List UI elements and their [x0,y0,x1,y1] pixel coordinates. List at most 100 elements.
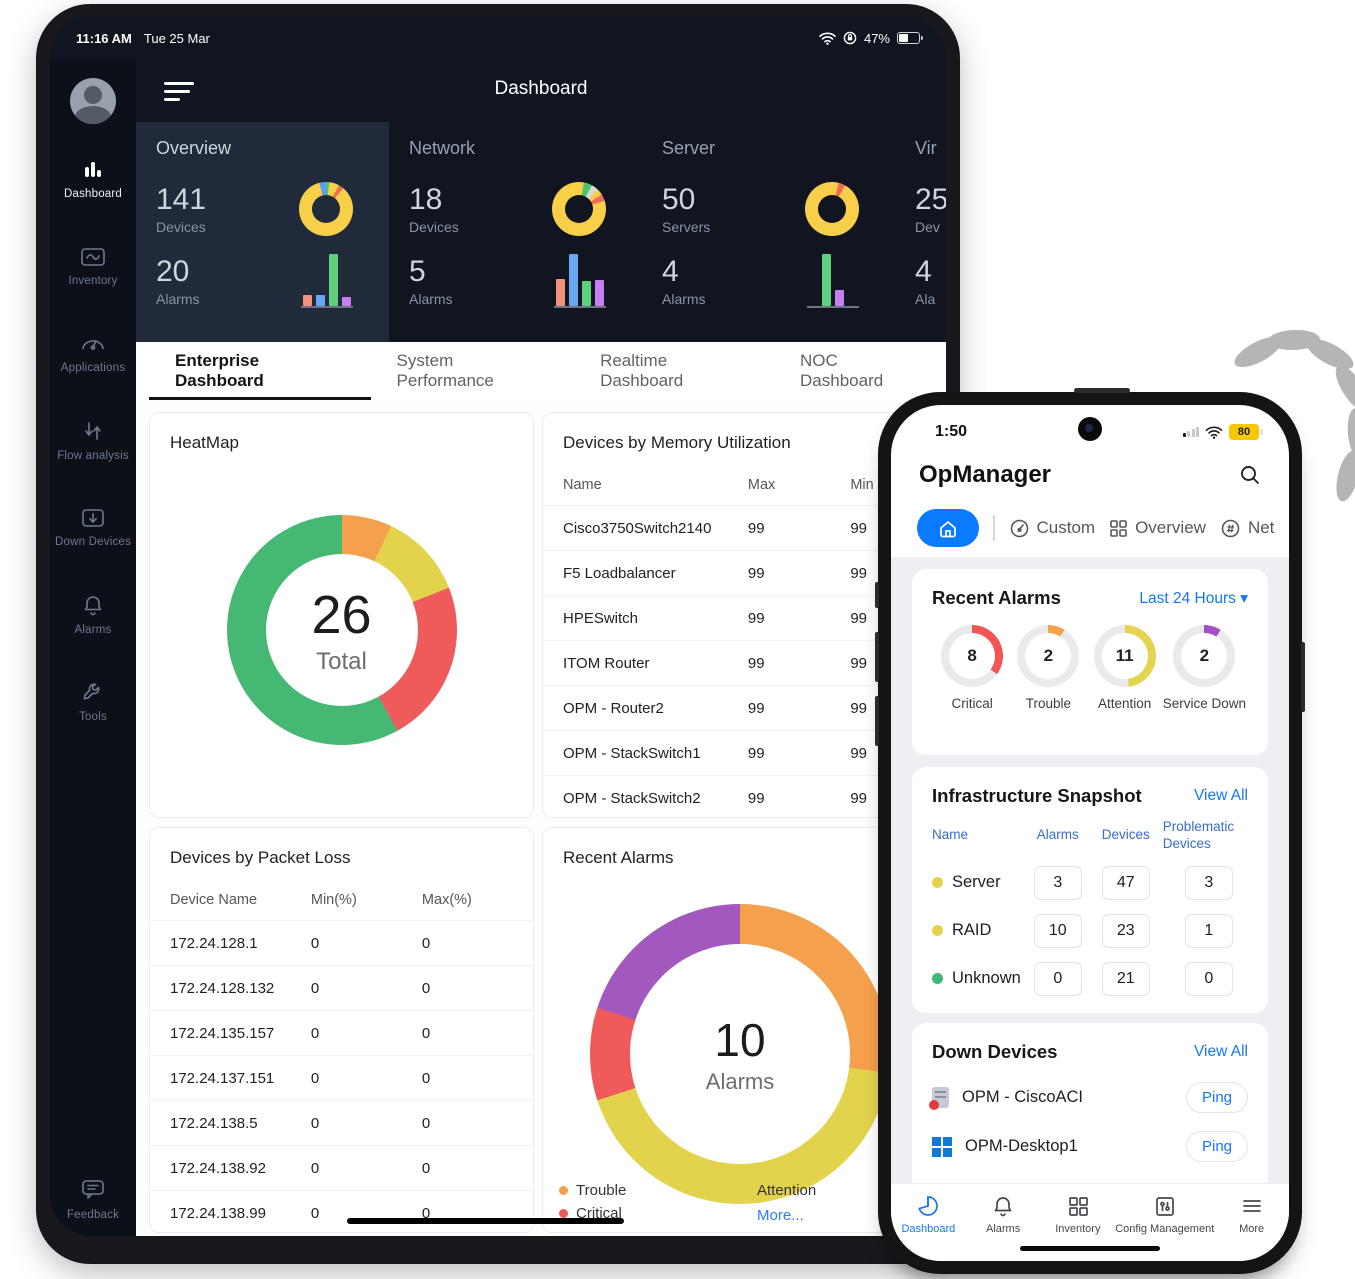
time-range-dropdown[interactable]: Last 24 Hours ▾ [1139,589,1248,607]
sidebar-item-feedback[interactable]: Feedback [50,1162,136,1236]
tab-overview[interactable]: Overview [1109,518,1206,538]
devices-count: 141 [156,183,207,216]
dashboard-tabs: Enterprise Dashboard System Performance … [136,342,946,400]
table-row[interactable]: 172.24.138.99 0 0 [150,1190,533,1235]
nav-item-alarms[interactable]: Alarms [966,1194,1041,1235]
col-header-problematic[interactable]: Problematic Devices [1162,819,1235,851]
table-row[interactable]: 172.24.128.132 0 0 [150,965,533,1011]
card-title: HeatMap [170,433,239,452]
sidebar-item-dashboard[interactable]: Dashboard [50,136,136,223]
tab-network[interactable]: Net [1220,518,1274,539]
devices-donut-chart [552,182,606,236]
gauge-ring: 2 [1017,625,1080,687]
user-avatar[interactable] [70,78,116,124]
devices-count[interactable]: 23 [1101,913,1150,948]
wrench-icon [83,683,100,700]
devices-count[interactable]: 21 [1101,961,1150,996]
infra-row-name[interactable]: RAID [932,907,1021,955]
alarms-count[interactable]: 0 [1033,961,1082,996]
tab-realtime-dashboard[interactable]: Realtime Dashboard [600,351,684,390]
summary-card-title: Server [662,138,716,158]
sidebar-item-applications[interactable]: Applications [50,310,136,397]
card-title: Devices by Packet Loss [170,848,351,867]
device-name: OPM-Desktop1 [965,1137,1078,1155]
down-device-row[interactable]: OPM-Desktop1 Ping [932,1122,1248,1171]
table-row[interactable]: 172.24.137.151 0 0 [150,1055,533,1101]
gauge-label: Critical [951,696,993,711]
summary-card-overview[interactable]: Overview 141 Devices 20 Alarms [136,122,389,342]
col-header-alarms[interactable]: Alarms [1036,827,1079,843]
infra-row-name[interactable]: Unknown [932,955,1021,1003]
problematic-count[interactable]: 1 [1184,913,1233,948]
summary-card-network[interactable]: Network 18 Devices 5 Alarms [389,122,642,342]
alarms-count[interactable]: 3 [1033,865,1082,900]
nav-item-config-management[interactable]: Config Management [1115,1194,1214,1235]
table-row[interactable]: 172.24.128.1 0 0 [150,920,533,966]
heatmap-card: HeatMap 26 Total [149,412,534,818]
ping-button[interactable]: Ping [1186,1082,1248,1113]
devices-label: Dev [915,219,940,235]
card-title: Devices by Memory Utilization [563,433,791,452]
dashboard-pie-icon [918,1196,939,1216]
nav-label: Inventory [1055,1223,1101,1235]
gauge-trouble[interactable]: 2 Trouble [1010,625,1086,711]
col-header-name[interactable]: Name [932,827,969,843]
devices-donut-chart [299,182,353,236]
tablet-date: Tue 25 Mar [143,30,210,46]
feedback-icon [82,1179,104,1199]
gauge-critical[interactable]: 8 Critical [934,625,1010,711]
gauge-attention[interactable]: 11 Attention [1086,625,1162,711]
search-icon[interactable] [1239,464,1261,486]
nav-item-more[interactable]: More [1214,1194,1289,1235]
tab-label: Overview [1135,518,1206,537]
bell-icon [994,1197,1012,1217]
tablet-home-indicator[interactable] [347,1218,624,1224]
view-all-link[interactable]: View All [1194,787,1248,804]
sidebar-item-flow-analysis[interactable]: Flow analysis [50,397,136,484]
sidebar-item-inventory[interactable]: Inventory [50,223,136,310]
table-row[interactable]: 172.24.138.5 0 0 [150,1100,533,1146]
col-header-min-pct: Min(%) [310,892,357,908]
tab-home[interactable] [917,509,979,547]
grid-icon [1110,519,1127,537]
problematic-count[interactable]: 0 [1184,961,1233,996]
devices-count[interactable]: 47 [1101,865,1150,900]
ping-button[interactable]: Ping [1186,1131,1248,1162]
summary-card-server[interactable]: Server 50 Servers 4 Alarms [642,122,895,342]
app-title: OpManager [919,461,1052,488]
phone-home-indicator[interactable] [1020,1246,1160,1251]
server-down-icon [929,1087,949,1110]
col-header-devices[interactable]: Devices [1101,827,1150,843]
sidebar-item-alarms[interactable]: Alarms [50,571,136,658]
tab-noc-dashboard[interactable]: NOC Dashboard [800,351,884,390]
problematic-count[interactable]: 3 [1184,865,1233,900]
section-title: Down Devices [932,1041,1058,1062]
tab-custom[interactable]: Custom [1009,518,1095,539]
sidebar-item-tools[interactable]: Tools [50,658,136,745]
tab-system-performance[interactable]: System Performance [396,351,494,390]
infra-row-name[interactable]: Server [932,859,1021,907]
table-row[interactable]: 172.24.138.92 0 0 [150,1145,533,1191]
alarms-count[interactable]: 10 [1033,913,1082,948]
nav-item-inventory[interactable]: Inventory [1040,1194,1115,1235]
gauge-ring: 8 [941,625,1004,687]
windows-icon [932,1136,952,1157]
chart-legend: Trouble Critical Attention More... [559,1176,921,1224]
nav-label: More [1239,1223,1265,1235]
table-row[interactable]: 172.24.135.157 0 0 [150,1010,533,1056]
gauge-service-down[interactable]: 2 Service Down [1163,625,1246,711]
hamburger-menu-icon[interactable] [164,82,194,101]
summary-card-virtualization[interactable]: Vir 25 Dev 4 Ala [895,122,946,342]
sidebar-item-label: Dashboard [63,188,123,200]
sidebar-item-down-devices[interactable]: Down Devices [50,484,136,571]
alarms-bar-chart [807,254,859,308]
down-device-row[interactable]: OPM - CiscoACI Ping [929,1073,1248,1122]
bar-chart-icon [85,162,101,177]
nav-item-dashboard[interactable]: Dashboard [891,1194,966,1235]
status-dot [932,973,943,985]
summary-card-title: Network [409,138,476,158]
tab-divider [993,515,995,541]
more-link[interactable]: More... [757,1207,804,1224]
view-all-link[interactable]: View All [1194,1043,1248,1060]
tab-enterprise-dashboard[interactable]: Enterprise Dashboard [149,342,371,400]
